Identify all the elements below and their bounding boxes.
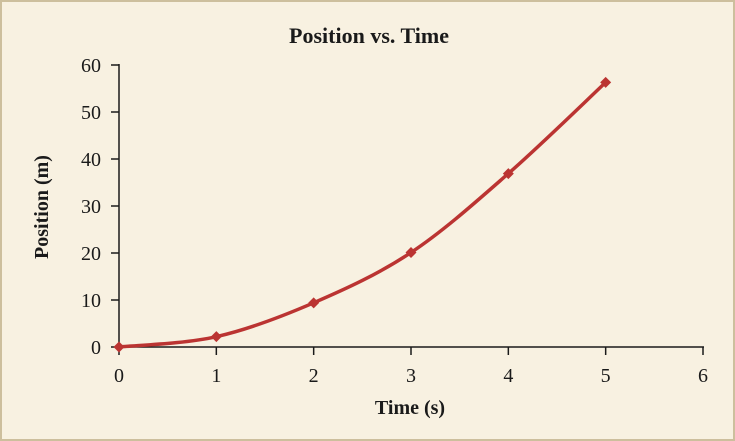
x-tick-label: 5: [601, 365, 611, 387]
x-tick-label: 0: [114, 365, 124, 387]
x-tick-label: 6: [698, 365, 708, 387]
data-point: [210, 331, 222, 343]
x-tick-label: 2: [309, 365, 319, 387]
x-tick-label: 4: [503, 365, 513, 387]
y-axis-label: Position (m): [31, 155, 53, 259]
y-tick-label: 50: [81, 102, 101, 124]
chart-title: Position vs. Time: [289, 23, 449, 48]
data-point: [405, 247, 417, 259]
plot-area: [113, 76, 612, 353]
x-axis-label: Time (s): [375, 397, 445, 419]
data-point: [308, 297, 320, 309]
data-point: [600, 76, 612, 88]
y-tick-label: 30: [81, 196, 101, 218]
y-tick-label: 0: [91, 337, 101, 359]
y-tick-label: 20: [81, 243, 101, 265]
data-point: [502, 168, 514, 180]
y-tick-label: 60: [81, 55, 101, 77]
y-tick-label: 10: [81, 290, 101, 312]
series-line: [118, 81, 607, 349]
x-tick-label: 3: [406, 365, 416, 387]
data-point: [113, 341, 125, 353]
y-tick-label: 40: [81, 149, 101, 171]
x-tick-label: 1: [211, 365, 221, 387]
